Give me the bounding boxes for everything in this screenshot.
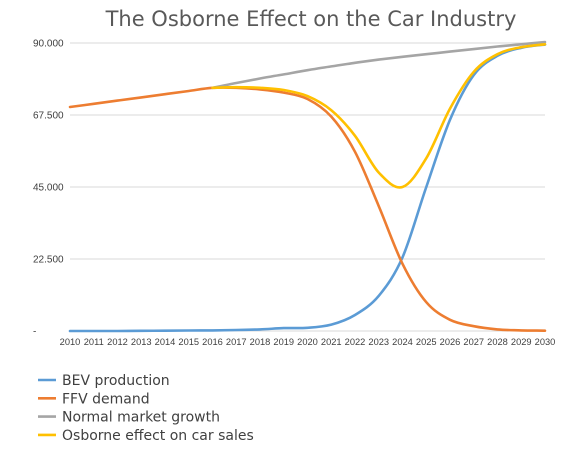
y-axis-ticks: - 22.500 45.000 67.500 90.000 [33, 39, 64, 338]
x-tick-label: 2011 [84, 337, 104, 347]
y-tick-label: 22.500 [33, 255, 64, 266]
legend-label: FFV demand [62, 391, 150, 407]
x-tick-label: 2027 [463, 337, 484, 347]
x-tick-label: 2022 [345, 337, 366, 347]
x-tick-label: 2021 [321, 337, 342, 347]
series-line-2 [211, 40, 547, 90]
y-tick-label: 67.500 [33, 111, 64, 122]
y-tick-label: - [33, 327, 36, 338]
x-tick-label: 2023 [368, 337, 389, 347]
x-tick-label: 2025 [416, 337, 437, 347]
x-axis-ticks: 2010 2011 2012 2013 2014 2015 2016 2017 2018 2019… [60, 337, 556, 347]
series-line-1 [68, 86, 547, 332]
x-tick-label: 2012 [107, 337, 128, 347]
series-line-3 [211, 43, 547, 189]
x-tick-label: 2026 [440, 337, 461, 347]
legend-label: Normal market growth [62, 410, 220, 426]
x-tick-label: 2015 [178, 337, 199, 347]
chart-title: The Osborne Effect on the Car Industry [105, 7, 517, 31]
x-tick-label: 2028 [487, 337, 508, 347]
gridlines [70, 42, 545, 332]
x-tick-label: 2016 [202, 337, 223, 347]
x-tick-label: 2019 [273, 337, 294, 347]
x-tick-label: 2013 [131, 337, 152, 347]
x-tick-label: 2024 [392, 337, 413, 347]
x-tick-label: 2014 [155, 337, 176, 347]
legend-label: BEV production [62, 373, 170, 389]
x-tick-label: 2018 [250, 337, 271, 347]
series-lines [68, 40, 547, 333]
x-tick-label: 2017 [226, 337, 247, 347]
y-tick-label: 90.000 [33, 39, 64, 50]
x-tick-label: 2029 [511, 337, 532, 347]
legend: BEV production FFV demand Normal market gr… [38, 373, 254, 444]
x-tick-label: 2020 [297, 337, 318, 347]
legend-label: Osborne effect on car sales [62, 428, 254, 444]
series-line-0 [68, 43, 547, 333]
x-tick-label: 2010 [60, 337, 81, 347]
y-tick-label: 45.000 [33, 183, 64, 194]
x-tick-label: 2030 [535, 337, 556, 347]
